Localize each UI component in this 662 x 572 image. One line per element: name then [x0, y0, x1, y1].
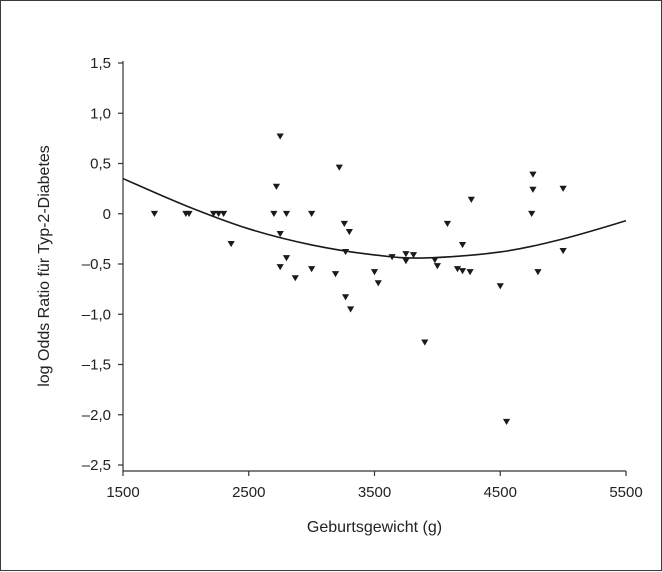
data-points [150, 133, 567, 426]
data-point [502, 418, 511, 426]
y-tick-label: –1,5 [82, 357, 111, 374]
data-point [402, 258, 410, 265]
y-tick-label: 1,0 [90, 105, 111, 122]
data-point [402, 251, 410, 258]
data-point [291, 275, 299, 282]
y-tick-label: –1,0 [82, 306, 111, 323]
data-point [559, 248, 567, 255]
trend-curve-layer [122, 177, 627, 259]
data-point [276, 133, 284, 140]
data-point [276, 230, 284, 238]
data-point [340, 220, 348, 228]
trend-curve [122, 177, 627, 259]
data-point [496, 283, 504, 290]
data-point [374, 280, 382, 287]
data-point [282, 210, 291, 217]
data-point [529, 171, 537, 178]
y-tick-label: –0,5 [82, 256, 111, 273]
data-point [331, 271, 340, 278]
x-axis-title: Geburtsgewicht (g) [307, 519, 442, 536]
data-point [529, 186, 537, 193]
data-point [341, 249, 350, 256]
data-point [453, 266, 462, 273]
data-point [345, 228, 353, 236]
data-point [308, 210, 316, 217]
data-point [209, 210, 218, 217]
data-point [534, 269, 542, 276]
y-axis-title: log Odds Ratio für Typ-2-Diabetes [36, 145, 53, 387]
data-point [458, 242, 467, 249]
data-point [347, 306, 355, 313]
y-tick-label: 0,5 [90, 156, 111, 173]
data-point [220, 210, 228, 217]
data-point [227, 241, 235, 248]
x-tick-label: 4500 [484, 484, 517, 501]
data-point [458, 268, 467, 275]
y-tick-label: –2,0 [82, 407, 111, 424]
data-point [272, 183, 281, 190]
axes: 1,5 1,0 0,5 0 –0,5 –1,0 –1,5 –2,0 –2,5 1500 2500 35… [82, 55, 643, 501]
data-point [185, 210, 193, 217]
data-point [335, 164, 343, 171]
data-point [559, 185, 567, 192]
x-tick-label: 2500 [232, 484, 265, 501]
data-point [276, 264, 284, 271]
data-point [388, 254, 396, 261]
data-point [466, 269, 474, 276]
data-point [431, 257, 439, 264]
data-point [370, 269, 379, 276]
data-point [433, 263, 441, 270]
x-tick-label: 3500 [358, 484, 391, 501]
data-point [409, 252, 418, 259]
data-point [214, 210, 223, 217]
data-point [443, 220, 452, 228]
data-point [282, 255, 291, 262]
data-point [341, 294, 350, 301]
x-tick-label: 1500 [106, 484, 139, 501]
y-tick-label: –2,5 [82, 457, 111, 474]
y-tick-label: 0 [103, 206, 111, 223]
data-point [467, 196, 475, 203]
data-point [308, 266, 316, 273]
data-point [270, 210, 278, 217]
data-point [528, 210, 536, 217]
x-tick-label: 5500 [609, 484, 642, 501]
y-tick-label: 1,5 [90, 55, 111, 72]
data-point [421, 339, 429, 346]
data-point [150, 210, 159, 217]
